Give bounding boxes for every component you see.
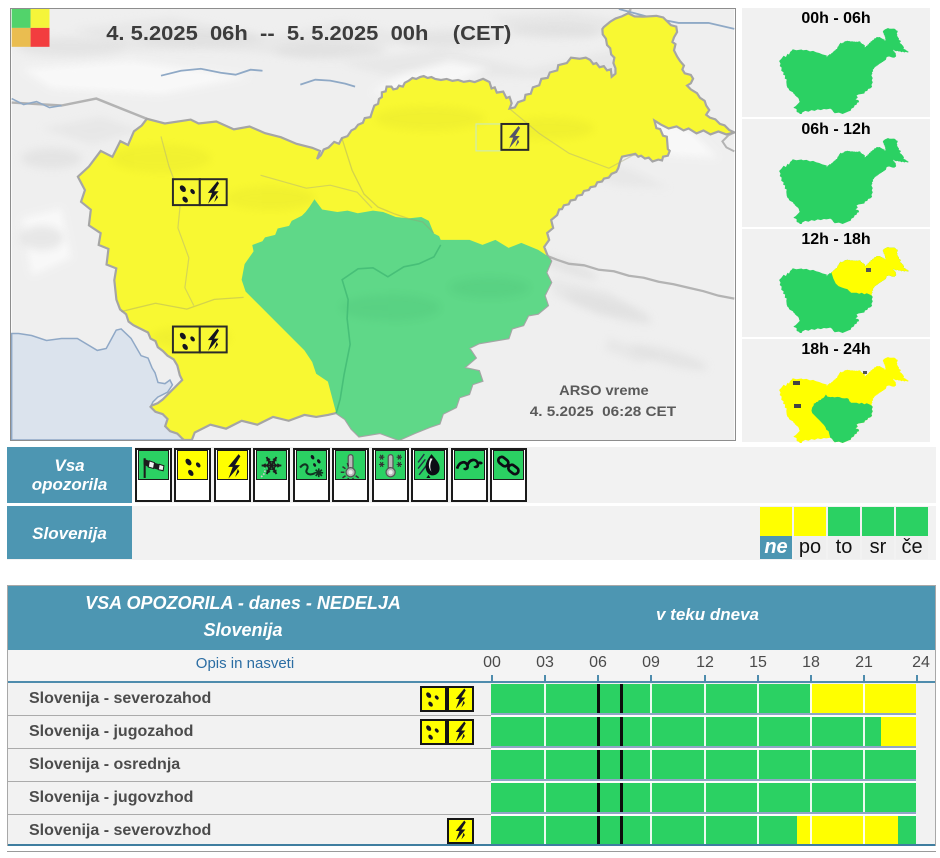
- svg-text:4. 5.2025 06h -- 5. 5.2025: 4. 5.2025 06h -- 5. 5.2025 00h (CET): [106, 23, 511, 45]
- svg-text:4. 5.2025 06:28 CET: 4. 5.2025 06:28 CET: [530, 403, 677, 419]
- svg-text:ARSO vreme: ARSO vreme: [559, 382, 649, 398]
